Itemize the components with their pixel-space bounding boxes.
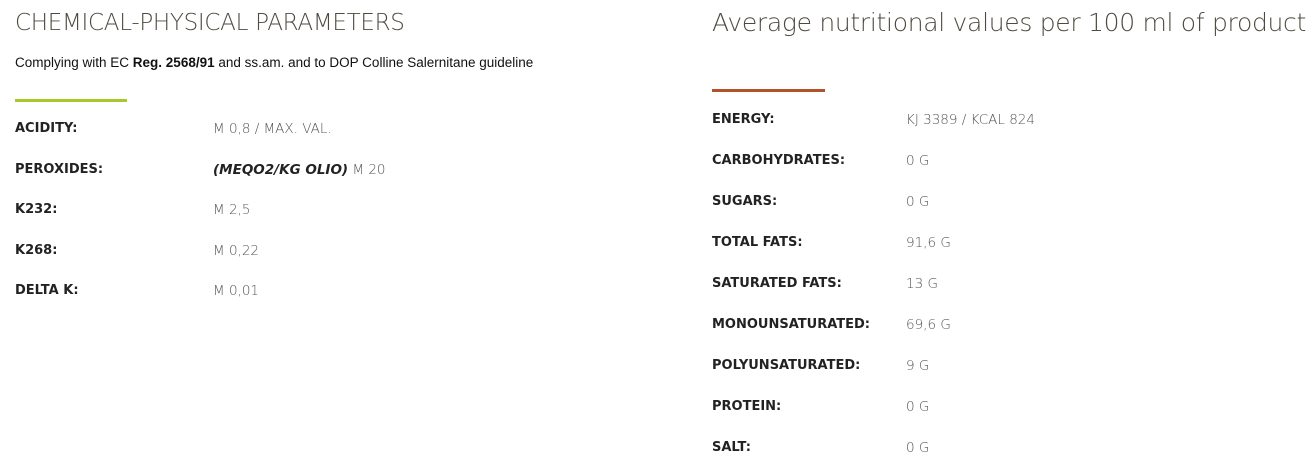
nutrition-title: Average nutritional values per 100 ml of… xyxy=(712,8,1306,37)
row-value: 0 G xyxy=(906,399,930,415)
row-value: 0 G xyxy=(906,194,930,210)
row-value: 91,6 G xyxy=(906,235,951,251)
row-label: MONOUNSATURATED: xyxy=(712,317,870,332)
row-label: SATURATED FATS: xyxy=(712,276,842,291)
row-label: ACIDITY: xyxy=(15,121,78,136)
row-value: 9 G xyxy=(906,358,930,374)
row-label: ENERGY: xyxy=(712,112,775,127)
row-value: M 0,01 xyxy=(213,283,259,299)
row-label: TOTAL FATS: xyxy=(712,235,803,250)
right-accent-divider xyxy=(712,89,825,92)
row-value: M 0,8 / MAX. VAL. xyxy=(213,121,332,137)
row-label: SALT: xyxy=(712,440,751,455)
row-label: K268: xyxy=(15,242,58,258)
row-value: KJ 3389 / KCAL 824 xyxy=(906,112,1035,128)
row-value: M 2,5 xyxy=(213,202,251,218)
left-accent-divider xyxy=(15,99,127,102)
row-value-unit: (MEQO2/KG OLIO) xyxy=(213,161,349,178)
row-label: PROTEIN: xyxy=(712,399,782,414)
row-label: DELTA K: xyxy=(15,283,79,298)
row-value: 13 G xyxy=(906,276,938,292)
row-label: K232: xyxy=(15,202,58,217)
row-label: PEROXIDES: xyxy=(15,161,104,177)
regulation-reference: Reg. 2568/91 xyxy=(132,55,215,70)
row-label: POLYUNSATURATED: xyxy=(712,358,861,373)
row-value: 0 G xyxy=(906,153,930,169)
compliance-text-rest: and ss.am. and to DOP Colline Salernitan… xyxy=(214,55,534,70)
row-value-number: M 20 xyxy=(348,161,386,178)
chemical-physical-title: CHEMICAL-PHYSICAL PARAMETERS xyxy=(15,10,405,36)
row-label: SUGARS: xyxy=(712,194,778,209)
compliance-text: Complying with EC xyxy=(15,55,133,70)
row-value: 0 G xyxy=(906,440,930,456)
row-value: M 0,22 xyxy=(213,242,259,259)
compliance-note: Complying with EC Reg. 2568/91 and ss.am… xyxy=(15,55,533,70)
row-value: (MEQO2/KG OLIO) M 20 xyxy=(213,162,386,178)
row-label: CARBOHYDRATES: xyxy=(712,153,846,168)
row-value: 69,6 G xyxy=(906,317,951,333)
